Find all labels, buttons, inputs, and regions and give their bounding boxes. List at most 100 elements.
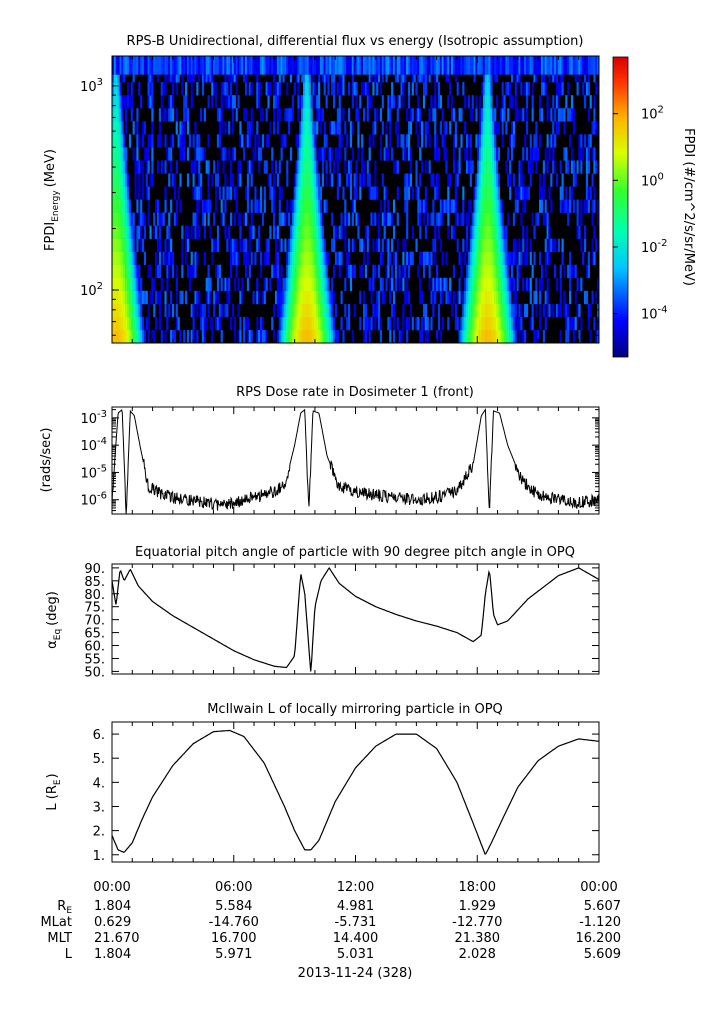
heatmap-cell: [540, 82, 544, 96]
heatmap-cell: [574, 173, 577, 187]
heatmap-cell: [447, 186, 450, 200]
heatmap-cell: [299, 95, 302, 109]
heatmap-cell: [589, 95, 592, 109]
heatmap-cell: [437, 56, 441, 75]
heatmap-cell: [259, 108, 263, 122]
heatmap-cell: [115, 56, 118, 75]
heatmap-cell: [119, 121, 122, 135]
heatmap-cell: [514, 74, 517, 83]
heatmap-cell: [507, 290, 510, 305]
heatmap-cell: [115, 329, 118, 343]
heatmap-cell: [484, 173, 487, 187]
heatmap-cell: [422, 56, 426, 75]
heatmap-cell: [327, 74, 330, 83]
heatmap-cell: [361, 147, 364, 161]
heatmap-cell: [301, 95, 304, 109]
heatmap-cell: [308, 95, 311, 109]
heatmap-cell: [454, 121, 457, 135]
heatmap-cell: [310, 238, 313, 252]
heatmap-cell: [243, 212, 246, 226]
heatmap-cell: [342, 82, 345, 96]
heatmap-cell: [557, 108, 560, 122]
heatmap-cell: [310, 108, 313, 122]
heatmap-cell: [531, 147, 534, 161]
heatmap-cell: [452, 199, 456, 213]
heatmap-cell: [314, 56, 317, 75]
pitch-angle-y-tick-labels: 90.85.80.75.70.65.60.55.50.: [84, 562, 105, 681]
heatmap-cell: [539, 186, 542, 200]
heatmap-cell: [306, 121, 309, 135]
heatmap-cell: [319, 251, 323, 266]
heatmap-cell: [304, 147, 308, 161]
heatmap-cell: [587, 316, 590, 331]
heatmap-cell: [565, 160, 568, 174]
heatmap-cell: [299, 329, 302, 343]
heatmap-cell: [173, 56, 176, 75]
heatmap-cell: [112, 212, 115, 226]
heatmap-cell: [490, 251, 493, 266]
heatmap-cell: [243, 329, 246, 343]
heatmap-cell: [595, 238, 598, 252]
heatmap-cell: [362, 290, 366, 305]
heatmap-cell: [484, 329, 487, 343]
heatmap-cell: [117, 238, 120, 252]
heatmap-cell: [548, 225, 551, 239]
heatmap-cell: [555, 303, 559, 318]
heatmap-cell: [237, 329, 240, 343]
heatmap-cell: [514, 95, 517, 109]
heatmap-cell: [479, 277, 482, 292]
heatmap-cell: [509, 329, 512, 343]
heatmap-cell: [460, 329, 463, 343]
row-value: 16.700: [211, 931, 257, 946]
spectrogram-ylabel-sub: Energy: [51, 190, 61, 222]
heatmap-cell: [336, 147, 339, 161]
heatmap-cell: [115, 303, 118, 318]
heatmap-cell: [591, 238, 594, 252]
heatmap-cell: [520, 251, 523, 266]
heatmap-cell: [196, 199, 199, 213]
heatmap-cell: [495, 264, 499, 279]
heatmap-cell: [587, 108, 590, 122]
heatmap-cell: [115, 173, 118, 187]
heatmap-cell: [488, 108, 491, 122]
heatmap-cell: [396, 95, 399, 109]
heatmap-cell: [158, 316, 161, 331]
heatmap-cell: [557, 238, 560, 252]
heatmap-cell: [552, 238, 555, 252]
heatmap-cell: [160, 82, 163, 96]
heatmap-cell: [123, 264, 126, 279]
heatmap-cell: [480, 277, 484, 292]
heatmap-cell: [432, 212, 435, 226]
heatmap-cell: [259, 199, 263, 213]
heatmap-cell: [548, 147, 551, 161]
heatmap-cell: [233, 186, 236, 200]
heatmap-cell: [482, 186, 486, 200]
heatmap-cell: [235, 108, 238, 122]
heatmap-cell: [325, 199, 328, 213]
heatmap-cell: [149, 173, 152, 187]
heatmap-cell: [501, 95, 504, 109]
heatmap-cell: [258, 290, 261, 305]
heatmap-cell: [407, 251, 411, 266]
heatmap-cell: [286, 173, 289, 187]
heatmap-cell: [488, 56, 491, 75]
heatmap-cell: [321, 160, 324, 174]
heatmap-cell: [211, 56, 214, 75]
heatmap-cell: [473, 56, 476, 75]
heatmap-cell: [141, 160, 145, 174]
heatmap-cell: [175, 290, 178, 305]
heatmap-cell: [436, 147, 439, 161]
heatmap-cell: [136, 160, 139, 174]
heatmap-cell: [387, 108, 390, 122]
row-value: 5.607: [584, 899, 621, 914]
heatmap-cell: [482, 225, 486, 239]
heatmap-cell: [121, 56, 124, 75]
heatmap-cell: [510, 303, 514, 318]
heatmap-cell: [522, 186, 525, 200]
heatmap-cell: [147, 95, 150, 109]
heatmap-cell: [134, 277, 137, 292]
heatmap-cell: [113, 95, 117, 109]
heatmap-cell: [421, 134, 424, 148]
heatmap-cell: [288, 277, 291, 292]
heatmap-cell: [349, 121, 353, 135]
